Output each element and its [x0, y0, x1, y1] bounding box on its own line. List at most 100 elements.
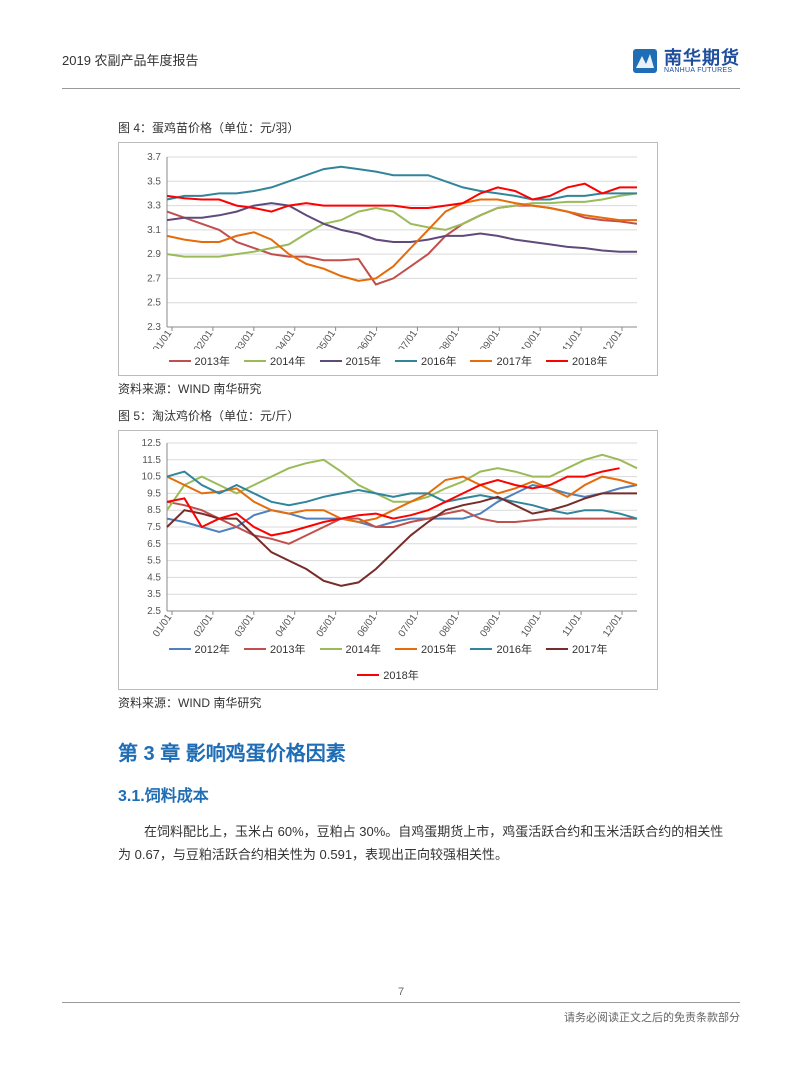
legend-swatch: [546, 648, 568, 650]
legend-item: 2013年: [169, 353, 230, 369]
figure-4-source: 资料来源：WIND 南华研究: [118, 380, 730, 397]
svg-text:8.5: 8.5: [147, 505, 161, 516]
svg-text:11/01: 11/01: [561, 328, 584, 349]
svg-text:2.5: 2.5: [147, 298, 161, 309]
legend-item: 2014年: [244, 353, 305, 369]
svg-text:02/01: 02/01: [192, 328, 216, 349]
page-header: 2019 农副产品年度报告 南华期货 NANHUA FUTURES: [62, 48, 740, 86]
svg-text:12/01: 12/01: [601, 328, 625, 349]
svg-text:2.9: 2.9: [147, 249, 161, 260]
legend-swatch: [470, 360, 492, 362]
svg-text:10/01: 10/01: [519, 612, 543, 637]
body-paragraph: 在饲料配比上，玉米占 60%，豆粕占 30%。自鸡蛋期货上市，鸡蛋活跃合约和玉米…: [118, 820, 730, 867]
legend-label: 2016年: [421, 353, 456, 369]
svg-text:05/01: 05/01: [315, 328, 339, 349]
svg-text:09/01: 09/01: [478, 612, 502, 637]
section-heading: 3.1.饲料成本: [118, 782, 730, 806]
legend-item: 2018年: [357, 667, 418, 683]
legend-label: 2013年: [270, 641, 305, 657]
legend-swatch: [244, 360, 266, 362]
figure-5-caption: 图 5：淘汰鸡价格（单位：元/斤）: [118, 407, 730, 424]
svg-text:07/01: 07/01: [397, 328, 421, 349]
report-title: 2019 农副产品年度报告: [62, 48, 199, 69]
legend-item: 2017年: [546, 641, 607, 657]
figure-5-source: 资料来源：WIND 南华研究: [118, 694, 730, 711]
legend-label: 2015年: [421, 641, 456, 657]
figure-4-caption: 图 4：蛋鸡苗价格（单位：元/羽）: [118, 119, 730, 136]
legend-label: 2017年: [496, 353, 531, 369]
legend-item: 2015年: [395, 641, 456, 657]
svg-text:07/01: 07/01: [397, 612, 421, 637]
svg-text:11.5: 11.5: [142, 455, 161, 466]
disclaimer-text: 请务必阅读正文之后的免责条款部分: [564, 1009, 740, 1025]
legend-item: 2012年: [169, 641, 230, 657]
svg-text:4.5: 4.5: [147, 572, 161, 583]
page-content: 图 4：蛋鸡苗价格（单位：元/羽） 2.32.52.72.93.13.33.53…: [62, 89, 740, 867]
svg-text:11/01: 11/01: [561, 612, 584, 637]
chart-5-legend: 2012年 2013年 2014年 2015年 2016年 2017年 2018年: [127, 637, 649, 685]
svg-text:12.5: 12.5: [142, 438, 162, 449]
legend-label: 2018年: [383, 667, 418, 683]
svg-text:3.1: 3.1: [147, 225, 161, 236]
legend-label: 2012年: [195, 641, 230, 657]
svg-text:08/01: 08/01: [437, 328, 461, 349]
svg-text:04/01: 04/01: [274, 612, 298, 637]
legend-swatch: [320, 360, 342, 362]
legend-label: 2016年: [496, 641, 531, 657]
legend-label: 2014年: [270, 353, 305, 369]
legend-label: 2013年: [195, 353, 230, 369]
svg-text:3.5: 3.5: [147, 589, 161, 600]
svg-text:04/01: 04/01: [274, 328, 298, 349]
figure-4-chart: 2.32.52.72.93.13.33.53.701/0102/0103/010…: [118, 142, 658, 376]
svg-text:9.5: 9.5: [147, 488, 161, 499]
chart-4-legend: 2013年 2014年 2015年 2016年 2017年 2018年: [127, 349, 649, 371]
svg-text:2.5: 2.5: [147, 606, 161, 617]
chart-5-svg: 2.53.54.55.56.57.58.59.510.511.512.501/0…: [127, 437, 647, 637]
legend-item: 2016年: [395, 353, 456, 369]
legend-label: 2015年: [346, 353, 381, 369]
chart-4-svg: 2.32.52.72.93.13.33.53.701/0102/0103/010…: [127, 149, 647, 349]
svg-text:05/01: 05/01: [315, 612, 339, 637]
legend-item: 2017年: [470, 353, 531, 369]
svg-text:12/01: 12/01: [601, 612, 625, 637]
legend-swatch: [546, 360, 568, 362]
svg-text:10.5: 10.5: [142, 472, 162, 483]
svg-text:10/01: 10/01: [519, 328, 543, 349]
legend-swatch: [470, 648, 492, 650]
legend-swatch: [395, 360, 417, 362]
legend-swatch: [395, 648, 417, 650]
legend-swatch: [357, 674, 379, 676]
company-logo: 南华期货 NANHUA FUTURES: [632, 48, 740, 74]
svg-text:2.7: 2.7: [147, 273, 161, 284]
svg-text:08/01: 08/01: [437, 612, 461, 637]
legend-swatch: [169, 360, 191, 362]
svg-text:03/01: 03/01: [233, 328, 257, 349]
legend-label: 2014年: [346, 641, 381, 657]
svg-text:02/01: 02/01: [192, 612, 216, 637]
svg-text:09/01: 09/01: [478, 328, 502, 349]
legend-item: 2013年: [244, 641, 305, 657]
legend-item: 2016年: [470, 641, 531, 657]
legend-label: 2017年: [572, 641, 607, 657]
svg-text:5.5: 5.5: [147, 556, 161, 567]
svg-text:06/01: 06/01: [356, 328, 380, 349]
svg-text:06/01: 06/01: [356, 612, 380, 637]
svg-text:7.5: 7.5: [147, 522, 161, 533]
legend-label: 2018年: [572, 353, 607, 369]
chapter-heading: 第 3 章 影响鸡蛋价格因素: [118, 737, 730, 766]
figure-5-chart: 2.53.54.55.56.57.58.59.510.511.512.501/0…: [118, 430, 658, 690]
logo-text-cn: 南华期货: [664, 49, 740, 67]
svg-text:3.3: 3.3: [147, 201, 161, 212]
legend-item: 2014年: [320, 641, 381, 657]
page-number: 7: [398, 986, 404, 998]
legend-item: 2015年: [320, 353, 381, 369]
svg-text:6.5: 6.5: [147, 539, 161, 550]
legend-swatch: [320, 648, 342, 650]
page-footer: 7 请务必阅读正文之后的免责条款部分: [62, 1002, 740, 1038]
legend-swatch: [169, 648, 191, 650]
svg-text:03/01: 03/01: [233, 612, 257, 637]
logo-text-en: NANHUA FUTURES: [664, 67, 740, 74]
legend-swatch: [244, 648, 266, 650]
legend-item: 2018年: [546, 353, 607, 369]
svg-text:3.7: 3.7: [147, 152, 161, 163]
